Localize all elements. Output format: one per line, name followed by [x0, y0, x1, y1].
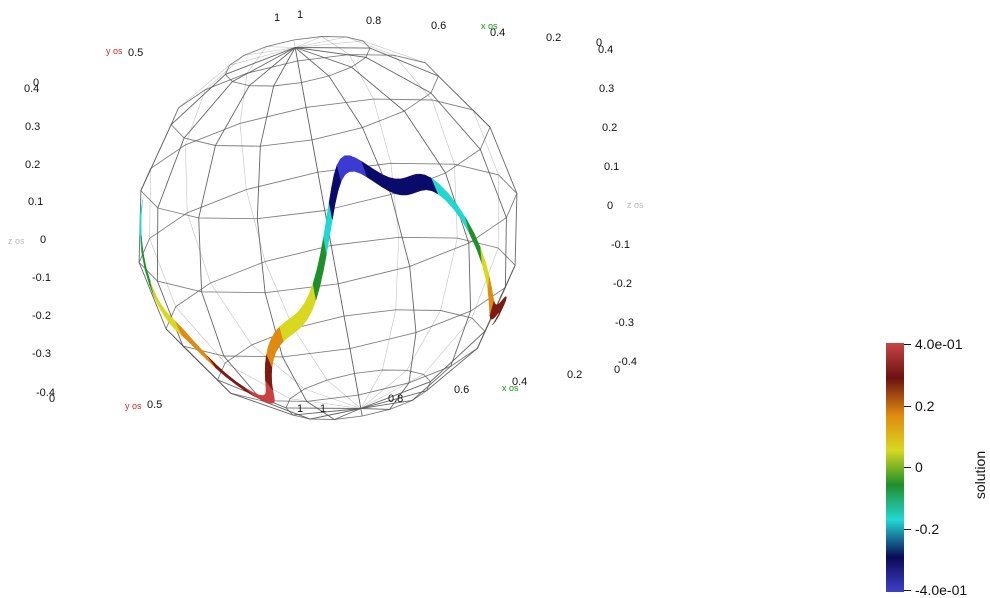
top-tick: 1 — [274, 12, 281, 24]
colorbar-label: 0.2 — [915, 398, 935, 414]
surface-segment — [492, 307, 503, 326]
colorbar-title: solution — [972, 450, 989, 500]
right-z-tick: 0.1 — [604, 161, 620, 173]
colorbar — [886, 343, 904, 592]
solution-surface — [139, 155, 507, 404]
right-z-tick: 0.4 — [598, 44, 614, 56]
left-z-tick: 0 — [33, 77, 40, 89]
colorbar-tick-line — [904, 467, 911, 468]
bottom-tick: 0.4 — [512, 376, 528, 388]
x-axis-title-top: x os — [481, 21, 498, 31]
top-tick: 1 — [297, 9, 304, 21]
colorbar-tick-line — [904, 406, 911, 407]
bottom-tick: 0.8 — [388, 393, 404, 405]
z-axis-title-right: z os — [627, 200, 644, 210]
bottom-tick: 1 — [297, 403, 304, 415]
left-z-tick: 0 — [40, 234, 47, 246]
left-z-tick: -0.3 — [32, 348, 51, 360]
left-z-tick: 0.2 — [25, 159, 41, 171]
right-z-tick: -0.4 — [618, 356, 637, 368]
wireframe-line — [295, 47, 472, 409]
wireframe-line — [140, 98, 491, 220]
right-z-tick: 0.2 — [602, 122, 618, 134]
bottom-tick: 0.6 — [454, 384, 470, 396]
left-z-tick: -0.4 — [36, 387, 55, 399]
colorbar-label: -4.0e-01 — [915, 582, 968, 598]
left-z-tick: 0.1 — [28, 196, 44, 208]
colorbar-label: -0.2 — [915, 521, 940, 537]
right-z-tick: -0.2 — [613, 278, 632, 290]
y-axis-title-top: y os — [106, 46, 123, 56]
bottom-tick: 0 — [614, 364, 621, 376]
colorbar-label: 4.0e-01 — [915, 336, 963, 352]
wireframe-line — [138, 162, 518, 294]
left-z-tick: -0.2 — [32, 310, 51, 322]
top-tick: 0.4 — [490, 27, 506, 39]
colorbar-tick-line — [904, 344, 911, 345]
colorbar-tick-line — [904, 590, 911, 591]
colorbar-label: 0 — [915, 459, 923, 475]
bottom-tick: 0.2 — [567, 369, 583, 381]
top-tick: 0.6 — [431, 20, 447, 32]
x-axis-title-bottom: x os — [502, 383, 519, 393]
wireframe-line — [170, 54, 439, 147]
right-z-tick: 0 — [607, 200, 614, 212]
right-z-tick: -0.3 — [615, 317, 634, 329]
right-z-tick: 0.3 — [599, 83, 615, 95]
y-tick-top: 0.5 — [128, 47, 144, 59]
top-tick: 0.2 — [546, 32, 562, 44]
surface-segment — [456, 203, 470, 235]
y-tick-bottom: 0.5 — [147, 399, 163, 411]
surface-segment — [480, 248, 487, 279]
surface-segment — [447, 192, 463, 221]
wireframe-line — [295, 36, 400, 409]
top-tick: 0 — [596, 37, 603, 49]
z-axis-title-left: z os — [8, 236, 25, 246]
bottom-tick: 1 — [320, 403, 327, 415]
surface-segment — [185, 331, 200, 353]
y-axis-title-bottom: y os — [125, 401, 142, 411]
wireframe-line — [285, 369, 432, 420]
wireframe-line — [217, 309, 486, 402]
wireframe-line — [224, 36, 371, 87]
top-tick: 0.8 — [366, 15, 382, 27]
left-z-tick: 0.3 — [25, 121, 41, 133]
colorbar-tick-line — [904, 529, 911, 530]
left-z-tick: 0.4 — [24, 83, 40, 95]
left-z-tick: 0 — [49, 393, 56, 405]
left-z-tick: -0.1 — [32, 272, 51, 284]
right-z-tick: -0.1 — [611, 239, 630, 251]
